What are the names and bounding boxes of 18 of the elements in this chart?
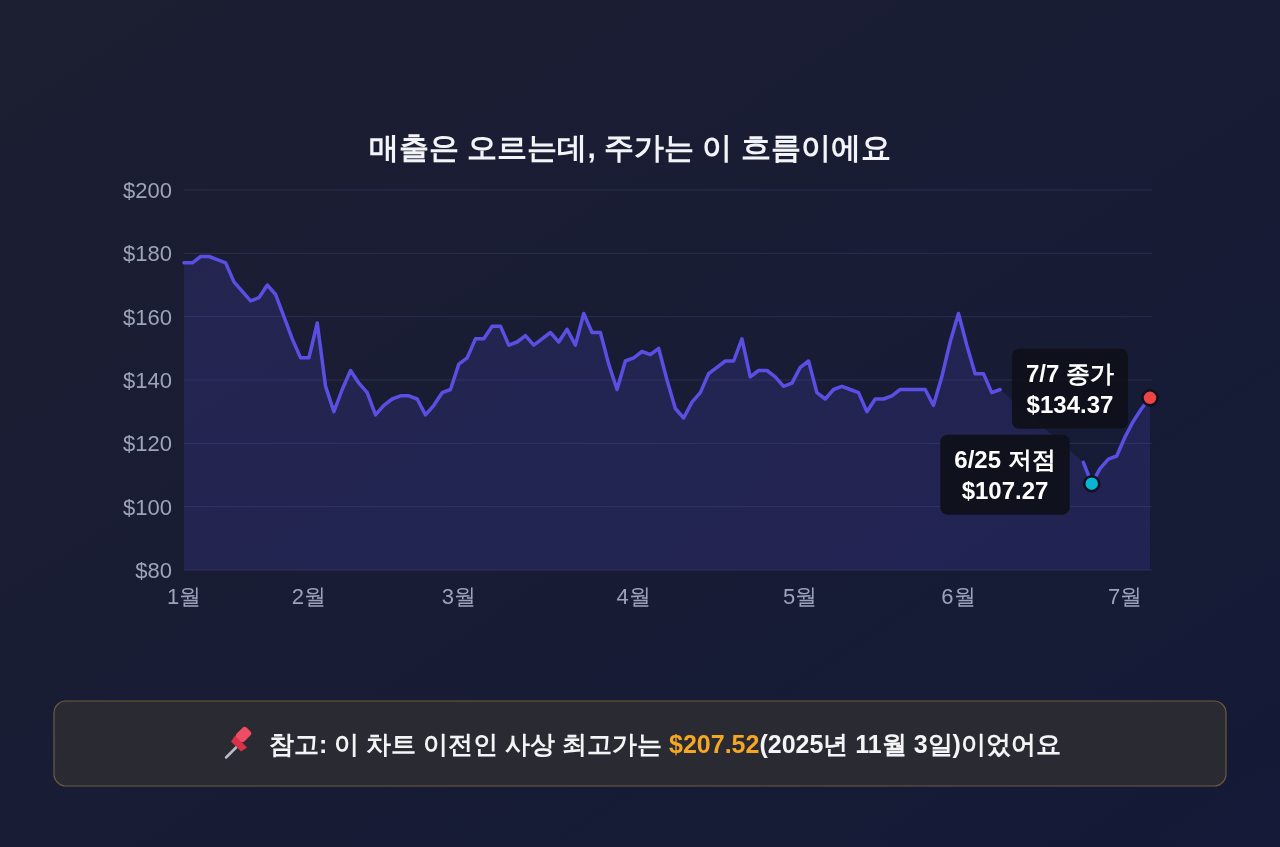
chart-title: 매출은 오르는데, 주가는 이 흐름이에요 [369,131,891,164]
y-tick-label: $200 [123,177,172,203]
y-tick-label: $120 [123,430,172,456]
y-tick-label: $160 [123,304,172,330]
data-label: 6/25 저점 $107.27 [954,445,1056,504]
y-tick-label: $100 [123,494,172,520]
y-tick-label: $180 [123,240,172,266]
x-tick-label: 6월 [941,583,976,609]
x-tick-label: 3월 [441,583,476,609]
x-tick-label: 1월 [166,583,202,609]
x-tick-label: 2월 [291,583,327,609]
x-tick-label: 4월 [616,583,651,609]
y-tick-label: $140 [123,367,172,393]
y-tick-label: $80 [135,557,172,583]
x-tick-label: 7월 [1107,583,1143,609]
text: 참고: 이 차트 이전인 사상 최고가는 $207.52(2025년 11월 3일)이었어요 [269,729,1061,758]
data-label: 7/7 종가 $134.37 [1025,359,1114,418]
x-tick-label: 5월 [783,583,818,609]
